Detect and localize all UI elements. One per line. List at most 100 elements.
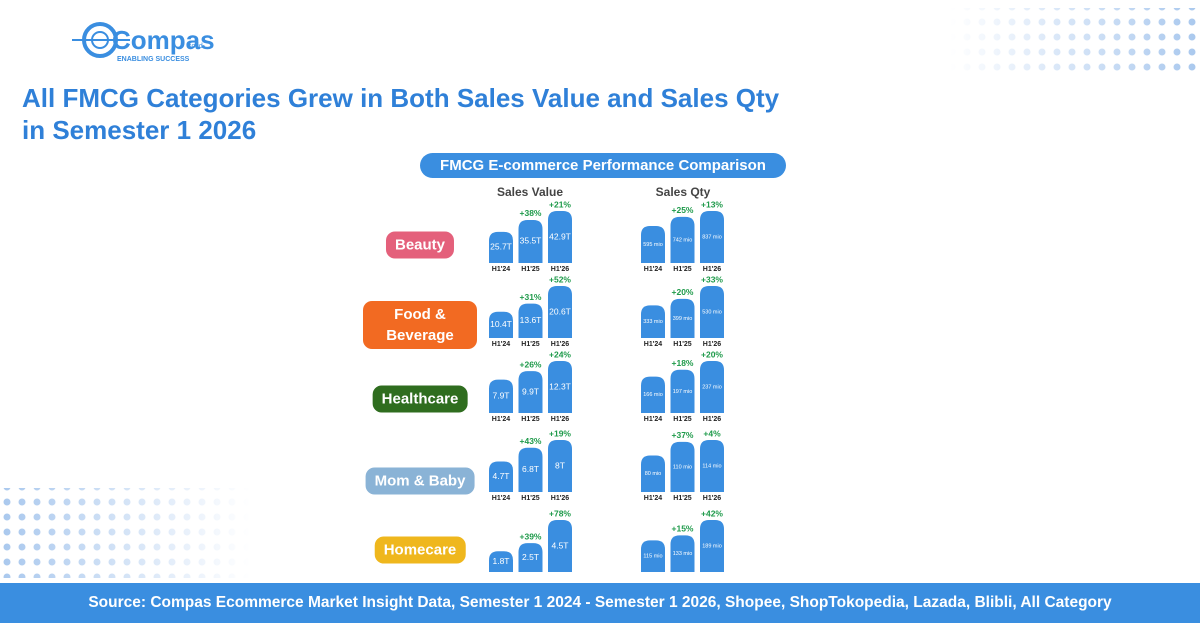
bar [518, 303, 543, 338]
bar [641, 376, 665, 413]
logo-name: Compas [112, 25, 215, 55]
title-line: in Semester 1 2026 [22, 115, 256, 145]
canvas: Compas co.id ENABLING SUCCESS All FMCG C… [0, 8, 1200, 578]
bar [518, 219, 543, 263]
value-label: 20.6T [549, 306, 571, 316]
value-label: 10.4T [490, 319, 512, 329]
bar [548, 440, 572, 492]
value-label: 12.3T [549, 381, 571, 391]
decor-fade [950, 8, 1200, 78]
growth-label: +43% [520, 436, 542, 446]
growth-label: +15% [672, 524, 694, 534]
growth-label: +26% [520, 359, 542, 369]
value-label: 4.7T [492, 471, 509, 481]
bar [700, 211, 724, 263]
growth-label: +19% [549, 428, 571, 438]
x-tick-label: H1'25 [521, 341, 540, 348]
growth-label: +38% [520, 208, 542, 218]
x-tick-label: H1'24 [492, 495, 511, 502]
growth-label: +20% [672, 287, 694, 297]
x-tick-label: H1'25 [673, 341, 692, 348]
x-tick-label: H1'25 [673, 266, 692, 273]
value-label: 189 mio [702, 543, 722, 549]
bar [548, 211, 572, 263]
value-label: 8T [555, 460, 565, 470]
logo: Compas co.id ENABLING SUCCESS [72, 22, 215, 63]
category-label: Beauty [385, 231, 455, 259]
value-label: 1.8T [492, 556, 509, 566]
value-label: 13.6T [520, 315, 542, 325]
category-label: Healthcare [372, 385, 468, 413]
x-tick-label: H1'26 [703, 495, 722, 502]
bar [518, 543, 543, 572]
x-tick-label: H1'24 [644, 416, 663, 423]
growth-label: +52% [549, 274, 571, 284]
category-label: Homecare [374, 536, 466, 564]
value-label: 197 mio [673, 389, 693, 395]
bar [489, 551, 513, 572]
bar [548, 520, 572, 572]
value-label: 742 mio [673, 237, 693, 243]
value-label: 9.9T [522, 386, 539, 396]
category-label: Mom & Baby [365, 467, 475, 495]
logo-tagline: ENABLING SUCCESS [117, 56, 190, 63]
bar [670, 298, 695, 338]
value-label: 7.9T [492, 391, 509, 401]
growth-label: +24% [549, 349, 571, 359]
category-label: Food & Beverage [363, 301, 477, 349]
x-tick-label: H1'24 [492, 416, 511, 423]
x-tick-label: H1'26 [703, 341, 722, 348]
value-label: 2.5T [522, 552, 539, 562]
value-label: 237 mio [702, 384, 722, 390]
bar [548, 361, 572, 413]
value-label: 837 mio [702, 234, 722, 240]
growth-label: +31% [520, 292, 542, 302]
growth-label: +42% [701, 508, 723, 518]
value-label: 115 mio [643, 554, 662, 560]
bar [670, 369, 695, 413]
x-tick-label: H1'26 [551, 341, 570, 348]
logo-suffix: co.id [188, 43, 203, 50]
x-tick-label: H1'24 [644, 341, 663, 348]
x-tick-label: H1'26 [703, 266, 722, 273]
bar [641, 455, 665, 492]
x-tick-label: H1'24 [644, 495, 663, 502]
value-label: 6.8T [522, 464, 539, 474]
bar [700, 520, 724, 572]
x-tick-label: H1'26 [551, 416, 570, 423]
bar [641, 226, 665, 263]
growth-label: +25% [672, 205, 694, 215]
growth-label: +21% [549, 199, 571, 209]
bar [489, 461, 513, 492]
value-label: 114 mio [702, 463, 721, 469]
title-line: All FMCG Categories Grew in Both Sales V… [22, 83, 780, 113]
bar [489, 379, 513, 413]
bar [489, 311, 513, 338]
bar [518, 371, 543, 413]
bar [548, 286, 572, 338]
bar [489, 231, 513, 263]
growth-label: +37% [672, 430, 694, 440]
value-label: 530 mio [702, 309, 722, 315]
bar [670, 216, 695, 263]
x-tick-label: H1'26 [551, 495, 570, 502]
x-tick-label: H1'24 [644, 266, 663, 273]
subtitle: FMCG E-commerce Performance Comparison [440, 157, 766, 174]
growth-label: +39% [520, 531, 542, 541]
growth-label: +33% [701, 274, 723, 284]
x-tick-label: H1'25 [521, 266, 540, 273]
value-label: 133 mio [673, 551, 693, 557]
x-tick-label: H1'25 [673, 416, 692, 423]
bar [700, 361, 724, 413]
x-tick-label: H1'24 [492, 341, 511, 348]
subtitle-badge [420, 153, 786, 178]
column-header: Sales Qty [656, 185, 711, 199]
x-tick-label: H1'25 [521, 495, 540, 502]
column-header: Sales Value [497, 185, 563, 199]
value-label: 110 mio [673, 464, 692, 470]
value-label: 399 mio [673, 316, 693, 322]
bar [670, 535, 695, 572]
x-tick-label: H1'26 [551, 266, 570, 273]
decor-fade [0, 488, 250, 578]
